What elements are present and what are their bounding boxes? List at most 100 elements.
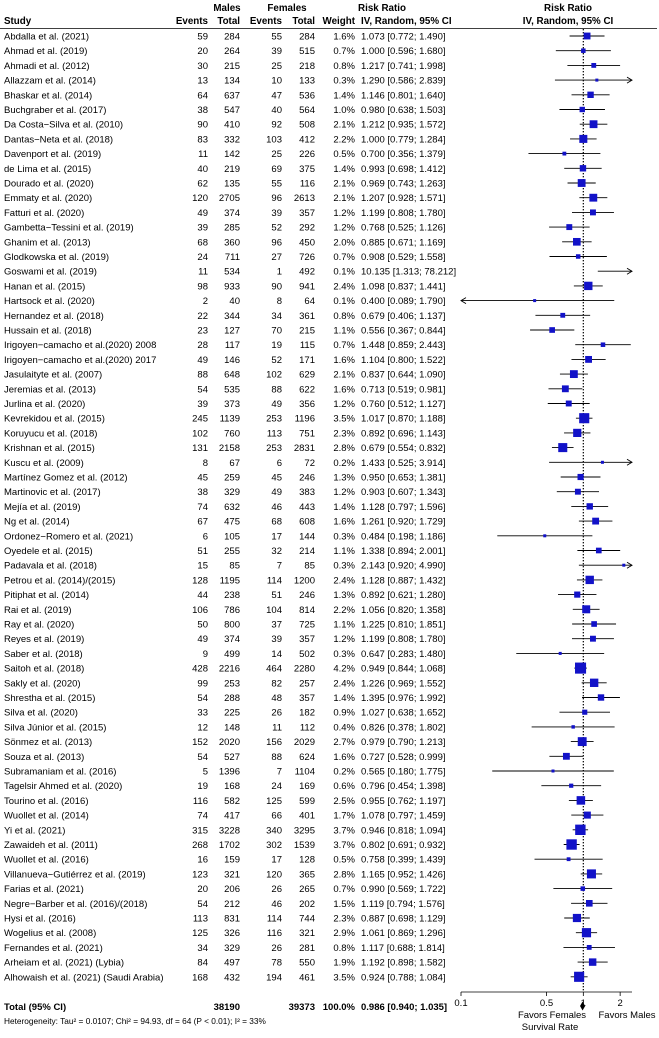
effect-square — [574, 488, 581, 495]
study-row: Tourino et al. (2016) 116 582 125 599 2.5% 0.9… — [4, 796, 446, 807]
effect-square — [551, 769, 555, 773]
events-females: 92 — [271, 120, 282, 131]
events-females: 26 — [271, 708, 282, 719]
effect-square — [574, 591, 581, 598]
effect-square — [597, 694, 605, 701]
total-males: 410 — [224, 120, 240, 131]
total-females: 751 — [299, 428, 315, 439]
ci-text: 0.908 [0.529; 1.558] — [361, 252, 446, 263]
total-males: 1702 — [219, 840, 240, 851]
ci-text: 1.104 [0.800; 1.522] — [361, 355, 446, 366]
total-females: 3295 — [294, 825, 315, 836]
total-males: 288 — [224, 693, 240, 704]
total-males: 1195 — [220, 575, 240, 586]
study-row: Hysi et al. (2016) 113 831 114 744 2.3% 0.887 … — [4, 914, 446, 925]
study-name: Saitoh et al. (2018) — [4, 664, 84, 675]
events-females: 39 — [271, 634, 282, 645]
study-row: Dourado et al. (2020) 62 135 55 116 2.1% 0.969… — [4, 179, 446, 190]
events-males: 84 — [197, 958, 208, 969]
study-row: Tagelsir Ahmed et al. (2020) 19 168 24 169 0.… — [4, 781, 446, 792]
events-males: 38 — [197, 487, 208, 498]
events-males: 2 — [203, 296, 208, 307]
col-header-events-females: Events — [250, 16, 283, 27]
events-males: 40 — [197, 164, 208, 175]
events-males: 12 — [197, 722, 208, 733]
ci-text: 0.993 [0.698; 1.412] — [361, 164, 446, 175]
weight: 2.4% — [333, 575, 355, 586]
events-females: 114 — [267, 575, 282, 586]
total-males: 432 — [224, 972, 240, 983]
study-name: de Lima et al. (2015) — [4, 164, 91, 175]
total-females: 257 — [299, 678, 315, 689]
study-name: Fatturi et al. (2020) — [4, 208, 84, 219]
events-males: 44 — [197, 590, 208, 601]
weight: 3.7% — [333, 840, 355, 851]
weight: 2.2% — [333, 134, 355, 145]
total-males: 786 — [224, 605, 240, 616]
total-males: 373 — [224, 399, 240, 410]
total-males: 255 — [224, 546, 240, 557]
ci-arrow-left — [460, 297, 467, 304]
study-name: Da Costa−Silva et al. (2010) — [4, 120, 123, 131]
total-females: 361 — [299, 311, 315, 322]
events-males: 131 — [192, 443, 208, 454]
study-name: Pitiphat et al. (2014) — [4, 590, 89, 601]
weight: 2.4% — [333, 281, 355, 292]
weight: 3.5% — [333, 972, 355, 983]
ci-text: 0.679 [0.406; 1.137] — [361, 311, 446, 322]
events-females: 88 — [271, 752, 282, 763]
events-males: 50 — [197, 620, 208, 631]
table-footer: Total (95% CI) 38190 39373 100.0% 0.986 … — [4, 1002, 656, 1033]
study-row: Arheiam et al. (2021) (Lybia) 84 497 78 550 1… — [4, 958, 446, 969]
events-males: 33 — [197, 708, 208, 719]
events-males: 315 — [192, 825, 208, 836]
study-row: Ghanim et al. (2013) 68 360 96 450 2.0% 0.885 … — [4, 237, 446, 248]
events-males: 113 — [193, 914, 208, 925]
ci-text: 0.990 [0.569; 1.722] — [361, 884, 446, 895]
study-name: Yi et al. (2021) — [4, 825, 65, 836]
total-males: 497 — [224, 958, 240, 969]
study-name: Shrestha et al. (2015) — [4, 693, 95, 704]
effect-square — [560, 312, 566, 318]
total-females: 515 — [299, 46, 315, 57]
total-females: 726 — [299, 252, 315, 263]
events-females: 32 — [271, 546, 282, 557]
total-males: 344 — [224, 311, 240, 322]
study-name: Hussain et al. (2018) — [4, 326, 92, 337]
total-females: 1539 — [294, 840, 315, 851]
total-males: 329 — [224, 487, 240, 498]
total-females: 169 — [299, 781, 315, 792]
effect-square — [591, 621, 597, 627]
events-females: 24 — [271, 781, 282, 792]
col-header-study: Study — [4, 16, 32, 27]
study-name: Dantas−Neta et al. (2018) — [4, 134, 113, 145]
study-row: Irigoyen−camacho et al.(2020) 2017 49 146 5… — [4, 355, 446, 366]
study-name: Jasulaityte et al. (2007) — [4, 370, 102, 381]
study-name: Buchgraber et al. (2017) — [4, 105, 106, 116]
total-females: 218 — [299, 61, 315, 72]
study-row: Ray et al. (2020) 50 800 37 725 1.1% 1.225 [0.… — [4, 620, 446, 631]
study-row: Pitiphat et al. (2014) 44 238 51 246 1.3% 0.89… — [4, 590, 446, 601]
study-name: Jurlina et al. (2020) — [4, 399, 85, 410]
ci-text: 1.078 [0.797; 1.459] — [361, 811, 446, 822]
events-females: 102 — [266, 370, 282, 381]
total-males: 142 — [224, 149, 240, 160]
effect-square — [566, 857, 571, 862]
study-name: Kevrekidou et al. (2015) — [4, 414, 105, 425]
total-females: 321 — [299, 928, 315, 939]
total-females: 1200 — [294, 575, 315, 586]
ci-text: 1.017 [0.870; 1.188] — [361, 414, 446, 425]
total-males: 148 — [224, 722, 240, 733]
effect-square — [584, 281, 593, 291]
effect-square — [561, 385, 569, 393]
events-males: 19 — [197, 781, 208, 792]
ci-text: 1.338 [0.894; 2.001] — [361, 546, 446, 557]
ci-text: 1.199 [0.808; 1.780] — [361, 208, 446, 219]
x-tick-label: 1 — [581, 998, 586, 1009]
study-name: Tagelsir Ahmed et al. (2020) — [4, 781, 122, 792]
events-females: 340 — [266, 825, 282, 836]
weight: 0.3% — [333, 76, 355, 87]
weight: 0.1% — [333, 296, 355, 307]
ci-text: 0.400 [0.089; 1.790] — [361, 296, 446, 307]
weight: 2.1% — [333, 120, 355, 131]
